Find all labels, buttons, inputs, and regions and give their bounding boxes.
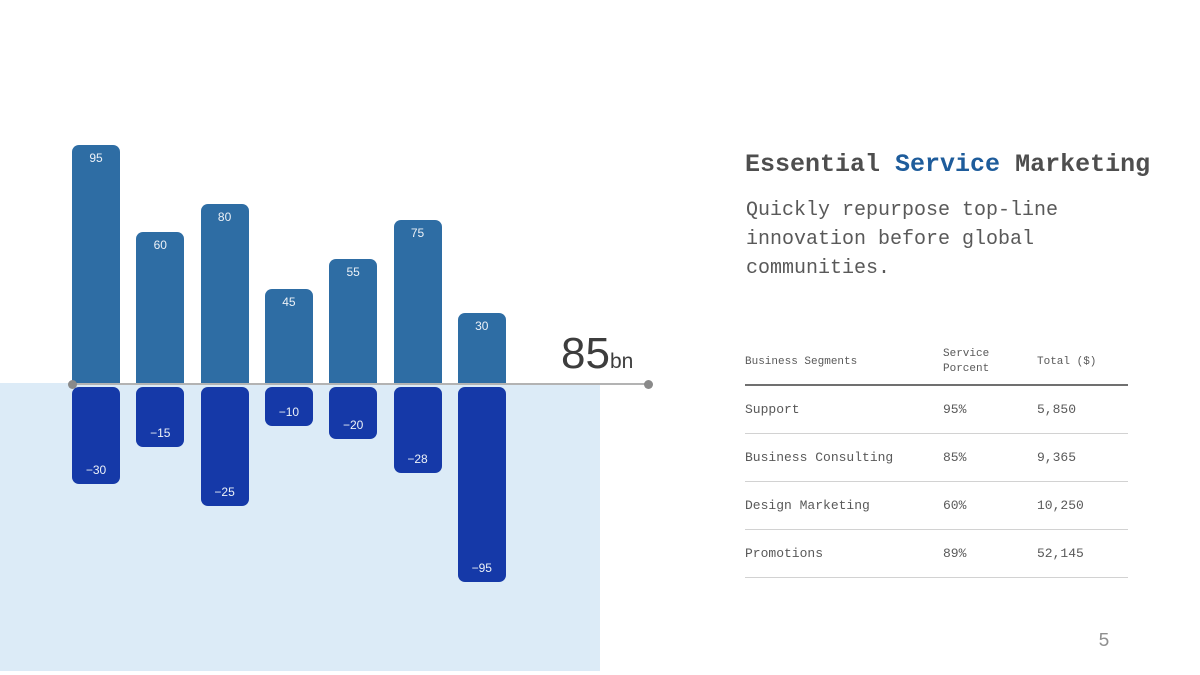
bar-positive: 30: [457, 313, 506, 383]
bar-value-label: −30: [85, 463, 107, 477]
bar-value-label: −95: [471, 561, 492, 575]
table-cell-percent: 89%: [943, 546, 967, 561]
bar-value-label: 95: [89, 151, 103, 165]
bar-negative: −95: [457, 387, 506, 582]
table-header-row: Business Segments Service Porcent Total …: [745, 340, 1128, 386]
bar-value-label: 80: [217, 210, 232, 224]
table-cell-total: 52,145: [1037, 546, 1084, 561]
bar-positive: 75: [393, 220, 442, 383]
bar-value-label: −10: [278, 405, 300, 419]
table-row: Design Marketing 60% 10,250: [745, 482, 1128, 530]
table-cell-segment: Support: [745, 402, 800, 417]
chart-axis-line: [72, 383, 648, 385]
bar-value-label: 30: [475, 319, 489, 333]
axis-annotation: 85 bn: [561, 329, 634, 378]
table-cell-total: 10,250: [1037, 498, 1084, 513]
bar-value-label: 75: [410, 226, 425, 240]
bar-positive: 80: [200, 204, 249, 383]
bar-value-label: −28: [407, 452, 428, 466]
title-part-1: Essential: [745, 150, 896, 179]
table-header-total: Total ($): [1037, 355, 1097, 368]
bar-positive: 60: [136, 232, 185, 383]
bar-value-label: −20: [343, 418, 364, 432]
table-cell-segment: Design Marketing: [745, 498, 870, 513]
bar-negative: −15: [136, 387, 185, 447]
bar-value-label: 55: [346, 265, 360, 279]
segments-table-body: Support 95% 5,850 Business Consulting 85% 9,3…: [745, 386, 1128, 578]
axis-endpoint-dot-left: [68, 380, 77, 389]
table-cell-segment: Promotions: [745, 546, 824, 561]
title-part-2: Marketing: [1000, 150, 1151, 179]
bar-negative: −25: [200, 387, 249, 506]
bar-value-label: −25: [214, 485, 235, 499]
table-cell-percent: 95%: [943, 402, 967, 417]
table-header-segments: Business Segments: [745, 355, 858, 368]
segments-table: Business Segments Service Porcent Total …: [745, 340, 1128, 578]
table-cell-total: 9,365: [1037, 450, 1077, 465]
axis-endpoint-dot-right: [644, 380, 653, 389]
bar-negative: −28: [393, 387, 442, 473]
bar-value-label: 60: [153, 238, 167, 252]
table-cell-segment: Business Consulting: [745, 450, 894, 465]
bar-negative: −30: [72, 387, 120, 484]
table-cell-percent: 60%: [943, 498, 967, 513]
table-cell-total: 5,850: [1037, 402, 1077, 417]
bar-value-label: 45: [282, 295, 296, 309]
page-number: 5: [1098, 630, 1110, 652]
bar-positive: 45: [264, 289, 313, 383]
slide-title: Essential Service Marketing: [745, 150, 1150, 179]
table-row: Promotions 89% 52,145: [745, 530, 1128, 578]
table-row: Support 95% 5,850: [745, 386, 1128, 434]
slide-subtitle: Quickly repurpose top-line innovation be…: [746, 199, 1059, 280]
bar-negative: −20: [329, 387, 378, 439]
table-row: Business Consulting 85% 9,365: [745, 434, 1128, 482]
table-header-service-percent: Service Porcent: [943, 348, 990, 375]
title-highlight: Service: [895, 150, 1001, 179]
axis-annotation-value: 85: [561, 329, 610, 378]
table-cell-percent: 85%: [943, 450, 967, 465]
bar-positive: 55: [329, 259, 378, 383]
bar-positive: 95: [72, 145, 120, 383]
bar-value-label: −15: [150, 426, 171, 440]
axis-annotation-unit: bn: [609, 350, 634, 373]
bar-negative: −10: [264, 387, 313, 426]
